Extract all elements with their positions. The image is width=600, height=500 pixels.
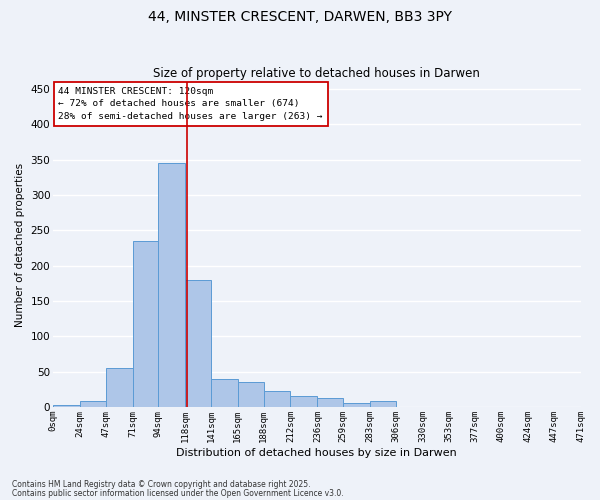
Text: 44, MINSTER CRESCENT, DARWEN, BB3 3PY: 44, MINSTER CRESCENT, DARWEN, BB3 3PY bbox=[148, 10, 452, 24]
X-axis label: Distribution of detached houses by size in Darwen: Distribution of detached houses by size … bbox=[176, 448, 457, 458]
Bar bbox=[80, 402, 106, 407]
Bar bbox=[263, 392, 290, 407]
Bar bbox=[290, 396, 317, 407]
Bar bbox=[106, 368, 133, 407]
Bar bbox=[343, 402, 370, 407]
Bar bbox=[211, 378, 238, 407]
Y-axis label: Number of detached properties: Number of detached properties bbox=[15, 162, 25, 326]
Text: Contains HM Land Registry data © Crown copyright and database right 2025.: Contains HM Land Registry data © Crown c… bbox=[12, 480, 311, 489]
Title: Size of property relative to detached houses in Darwen: Size of property relative to detached ho… bbox=[154, 66, 480, 80]
Bar bbox=[53, 405, 80, 407]
Text: 44 MINSTER CRESCENT: 120sqm
← 72% of detached houses are smaller (674)
28% of se: 44 MINSTER CRESCENT: 120sqm ← 72% of det… bbox=[58, 87, 323, 121]
Bar bbox=[158, 164, 185, 407]
Text: Contains public sector information licensed under the Open Government Licence v3: Contains public sector information licen… bbox=[12, 488, 344, 498]
Bar bbox=[238, 382, 263, 407]
Bar bbox=[185, 280, 211, 407]
Bar bbox=[133, 241, 158, 407]
Bar bbox=[317, 398, 343, 407]
Bar bbox=[370, 402, 396, 407]
